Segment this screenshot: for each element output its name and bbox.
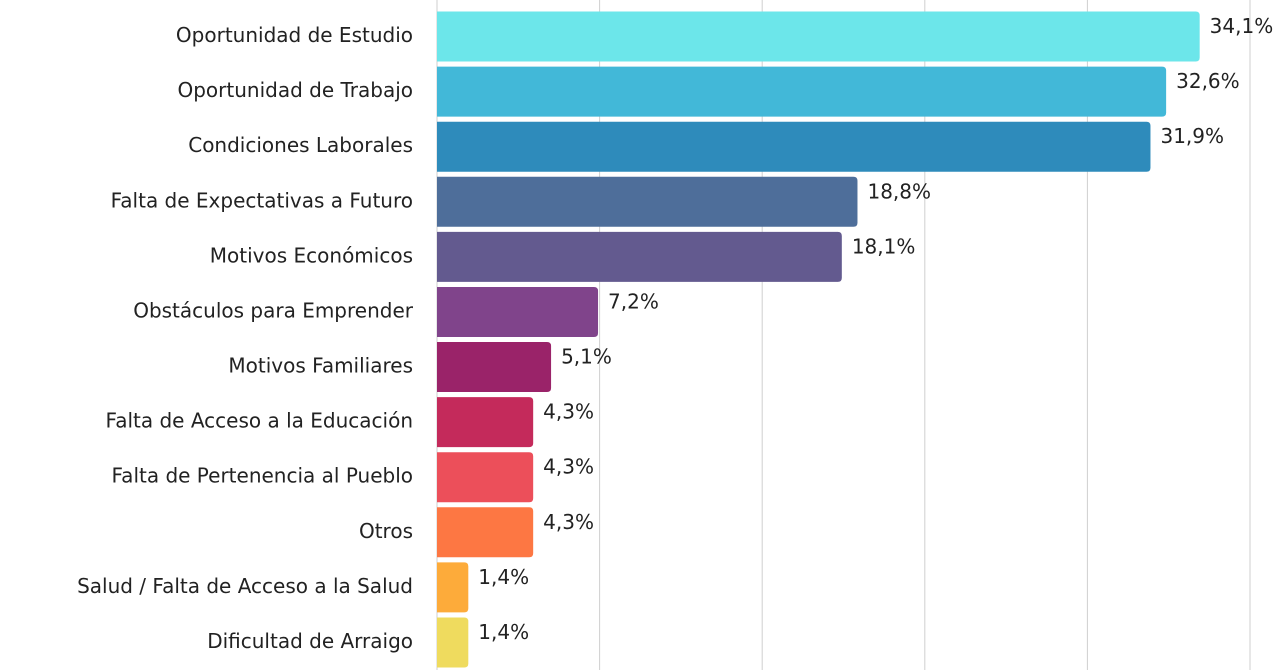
y-tick-label: Otros: [359, 519, 413, 543]
bar: [437, 286, 599, 337]
y-tick-label: Motivos Familiares: [228, 354, 413, 378]
value-label: 34,1%: [1210, 14, 1274, 38]
y-tick-label: Falta de Acceso a la Educación: [106, 409, 413, 433]
bar: [437, 452, 534, 503]
value-label: 18,8%: [867, 179, 931, 203]
value-label: 1,4%: [478, 565, 529, 589]
bar: [437, 562, 469, 613]
bar: [437, 397, 534, 448]
bar: [437, 231, 842, 282]
value-label: 4,3%: [543, 400, 594, 424]
y-tick-label: Dificultad de Arraigo: [207, 629, 413, 653]
y-tick-label: Condiciones Laborales: [188, 133, 413, 157]
y-tick-label: Obstáculos para Emprender: [133, 298, 414, 322]
y-tick-label: Salud / Falta de Acceso a la Salud: [77, 574, 413, 598]
bar: [437, 617, 469, 668]
value-label: 32,6%: [1176, 69, 1240, 93]
y-tick-label: Falta de Expectativas a Futuro: [111, 188, 413, 212]
y-tick-label: Motivos Económicos: [210, 243, 413, 267]
y-tick-label: Falta de Pertenencia al Pueblo: [112, 464, 413, 488]
value-label: 18,1%: [852, 234, 916, 258]
value-label: 31,9%: [1160, 124, 1224, 148]
value-label: 4,3%: [543, 510, 594, 534]
bar: [437, 11, 1200, 62]
bar: [437, 507, 534, 558]
value-label: 7,2%: [608, 289, 659, 313]
value-label: 1,4%: [478, 620, 529, 644]
value-label: 5,1%: [561, 345, 612, 369]
bar: [437, 66, 1167, 117]
y-tick-label: Oportunidad de Estudio: [176, 23, 413, 47]
bar: [437, 121, 1151, 172]
bar: [437, 342, 552, 393]
bar: [437, 176, 858, 227]
y-tick-label: Oportunidad de Trabajo: [177, 78, 413, 102]
value-label: 4,3%: [543, 455, 594, 479]
